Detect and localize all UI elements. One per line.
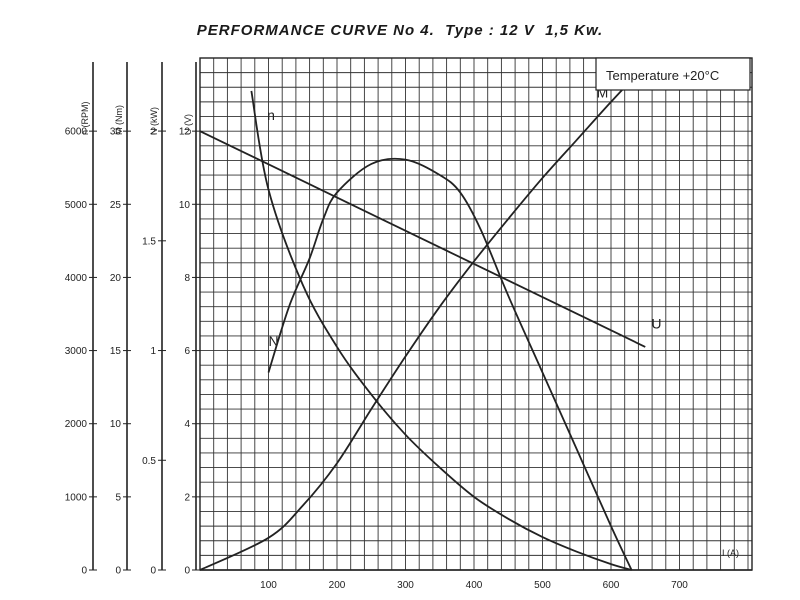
x-tick-label: 200: [329, 580, 346, 591]
x-tick-label: 700: [671, 580, 688, 591]
series-label-N: N: [269, 333, 279, 349]
series-line-U: [199, 130, 646, 348]
x-tick-label: 300: [397, 580, 414, 591]
y-axis-label-n: n (RPM): [80, 101, 90, 135]
x-tick-label: 400: [466, 580, 483, 591]
y-tick-label-n: 1000: [65, 492, 88, 503]
y-tick-label-M: 20: [110, 273, 122, 284]
temperature-annotation: Temperature +20°C: [606, 68, 719, 83]
series-labels: n N M U: [267, 84, 661, 349]
y-tick-label-M: 15: [110, 346, 122, 357]
plot-frame: [199, 57, 753, 571]
x-tick-label: 100: [260, 580, 277, 591]
y-axis-label-M: M (Nm): [114, 105, 124, 135]
series-label-U: U: [651, 316, 661, 332]
y-tick-label-N: 1.5: [142, 236, 156, 247]
y-tick-label-M: 5: [115, 492, 121, 503]
y-tick-label-n: 6000: [65, 127, 88, 138]
y-tick-label-U: 4: [184, 419, 190, 430]
series-line-N: [267, 157, 633, 571]
x-axis: 100 200 300 400 500 600 700 I (A): [200, 548, 752, 591]
x-tick-label: 500: [534, 580, 551, 591]
series-line-n: [250, 90, 632, 571]
series-label-M: M: [597, 84, 609, 100]
y-tick-label-U: 6: [184, 346, 190, 357]
y-tick-label-M: 25: [110, 200, 122, 211]
series-label-n: n: [267, 107, 275, 123]
y-tick-label-N: 1: [150, 346, 156, 357]
y-tick-label-U: 8: [184, 273, 190, 284]
chart-title: PERFORMANCE CURVE No 4. Type : 12 V 1,5 …: [196, 22, 604, 39]
y-tick-label-n: 2000: [65, 419, 88, 430]
y-tick-label-U: 0: [184, 566, 190, 577]
y-tick-label-M: 10: [110, 419, 122, 430]
y-tick-label-U: 12: [179, 127, 191, 138]
series-lines: [199, 64, 646, 571]
grid: [199, 57, 753, 571]
y-tick-label-n: 5000: [65, 200, 88, 211]
y-tick-label-n: 4000: [65, 273, 88, 284]
temperature-box: Temperature +20°C: [595, 57, 751, 91]
x-axis-label: I (A): [722, 548, 739, 558]
series-line-M: [199, 64, 646, 571]
y-tick-label-U: 10: [179, 200, 191, 211]
y-axis-label-U: U (V): [183, 114, 193, 135]
y-axis-label-N: N (kW): [149, 107, 159, 135]
x-tick-label: 600: [603, 580, 620, 591]
y-tick-label-N: 2: [150, 127, 156, 138]
y-tick-label-n: 0: [81, 566, 87, 577]
y-tick-label-M: 30: [110, 127, 122, 138]
y-tick-label-N: 0.5: [142, 456, 156, 467]
y-tick-label-n: 3000: [65, 346, 88, 357]
y-tick-label-U: 2: [184, 492, 190, 503]
y-tick-label-N: 0: [150, 566, 156, 577]
y-tick-label-M: 0: [115, 566, 121, 577]
